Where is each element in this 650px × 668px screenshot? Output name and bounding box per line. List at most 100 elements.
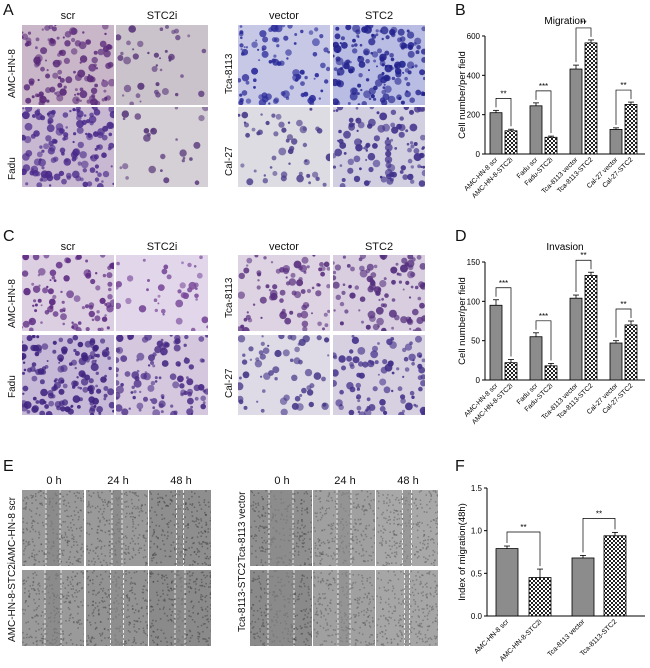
panel-e-image-tca-vector-24h: [313, 490, 375, 566]
panel-c-image-fadu-stc2i: [116, 335, 208, 415]
bar: [603, 535, 627, 617]
panel-c-image-fadu-scr: [22, 335, 114, 415]
panel-c-image-amc-scr: [22, 255, 114, 331]
panel-c-image-cal-vector: [238, 335, 330, 415]
y-axis-label: Cell number/per field: [457, 277, 468, 365]
panel-c-image-cal-stc2: [333, 335, 425, 415]
panel-e-col-0h-left: 0 h: [46, 475, 62, 487]
panel-e-image-tca-vector-0h: [250, 490, 312, 566]
bar: [569, 68, 583, 155]
panel-c-row-fadu: Fadu: [7, 375, 18, 398]
y-tick-label: 50: [471, 337, 480, 346]
panel-e-image-amc-scr-0h: [22, 490, 84, 566]
panel-a-row-fadu: Fadu: [7, 157, 18, 180]
significance-label: **: [580, 251, 586, 260]
panel-a-image-amc-stc2i: [116, 25, 208, 105]
panel-a-row-amc: AMC-HN-8: [7, 49, 18, 98]
panel-c-row-cal: Cal-27: [224, 368, 235, 398]
significance-bracket: [615, 308, 632, 338]
panel-e-col-24h-right: 24 h: [334, 475, 356, 487]
significance-label: ***: [499, 279, 508, 288]
bar: [569, 297, 583, 381]
significance-label: **: [580, 19, 586, 28]
bar: [544, 136, 558, 155]
y-tick-label: 0: [476, 150, 481, 159]
panel-e-image-amc-stc2i-0h: [22, 570, 84, 646]
panel-e-row-tca-stc2: Tca-8113-STC2: [237, 562, 248, 632]
invasion-chart: Invasion Cell number/per field 0 50 100 150 AM…: [455, 236, 650, 451]
bar: [544, 365, 558, 381]
y-tick-label: 400: [467, 71, 481, 80]
panel-e-col-0h-right: 0 h: [274, 475, 290, 487]
migration-chart: Migration Cell number/per field 0 200 400 600…: [455, 10, 650, 225]
y-tick-label: 0.0: [471, 612, 483, 621]
panel-a-image-fadu-stc2i: [116, 107, 208, 187]
significance-label: ***: [539, 82, 548, 91]
panel-c-image-tca-vector: [238, 255, 330, 331]
panel-e-image-tca-stc2-0h: [250, 570, 312, 646]
panel-e-image-amc-stc2i-24h: [86, 570, 148, 646]
panel-a-image-tca-stc2: [333, 25, 425, 105]
panel-c-col-stc2i: STC2i: [146, 241, 178, 253]
significance-label: **: [596, 509, 602, 518]
panel-label-c: C: [3, 228, 15, 245]
bar: [624, 324, 638, 381]
panel-a-image-cal-vector: [238, 107, 330, 187]
chart-title: Migration: [544, 16, 585, 27]
panel-a-image-tca-vector: [238, 25, 330, 105]
bar: [624, 104, 638, 155]
panel-c-col-stc2: STC2: [364, 241, 394, 253]
panel-e-image-tca-vector-48h: [376, 490, 438, 566]
significance-bracket: [495, 287, 512, 357]
bar: [609, 342, 623, 381]
panel-e-image-tca-stc2-24h: [313, 570, 375, 646]
significance-label: **: [620, 81, 626, 90]
significance-label: ***: [539, 312, 548, 321]
panel-c-col-vector: vector: [269, 241, 299, 253]
bar: [528, 577, 552, 617]
y-tick-label: 150: [467, 258, 481, 267]
significance-label: **: [500, 89, 506, 98]
significance-label: **: [520, 523, 526, 532]
panel-a-image-fadu-scr: [22, 107, 114, 187]
panel-c-row-amc: AMC-HN-8: [7, 279, 18, 328]
bar: [529, 336, 543, 381]
y-tick-label: 200: [467, 111, 481, 120]
panel-e-row-tca-vector: Tca-8113 vector: [237, 491, 248, 562]
significance-bracket: [575, 27, 592, 63]
panel-c-image-tca-stc2: [333, 255, 425, 331]
panel-c-col-scr: scr: [60, 241, 76, 253]
panel-e-col-24h-left: 24 h: [107, 475, 129, 487]
panel-label-e: E: [3, 458, 14, 475]
bar: [504, 130, 518, 155]
chart-title: Invasion: [546, 242, 583, 253]
bar: [504, 362, 518, 381]
bar: [489, 304, 503, 381]
panel-e-image-tca-stc2-48h: [376, 570, 438, 646]
panel-a-col-stc2: STC2: [364, 10, 394, 22]
panel-e-image-amc-scr-24h: [86, 490, 148, 566]
panel-a-col-stc2i: STC2i: [146, 10, 178, 22]
panel-e-row-amc-scr: AMC-HN-8 scr: [7, 497, 18, 562]
y-axis-label: Index of migration(48h): [457, 503, 468, 601]
bar: [529, 105, 543, 155]
panel-e-image-amc-scr-48h: [149, 490, 211, 566]
panel-a-image-amc-scr: [22, 25, 114, 105]
panel-e-image-amc-stc2i-48h: [149, 570, 211, 646]
significance-bracket: [575, 259, 592, 293]
y-tick-label: 600: [467, 32, 481, 41]
bar: [584, 274, 598, 381]
bar: [584, 42, 598, 155]
panel-label-b: B: [455, 2, 466, 19]
y-tick-label: 1.0: [471, 527, 483, 536]
panel-label-d: D: [455, 228, 467, 245]
panel-c-row-tca: Tca-8113: [224, 277, 235, 318]
panel-a-col-scr: scr: [60, 10, 76, 22]
panel-e-col-48h-left: 48 h: [170, 475, 192, 487]
panel-a-image-cal-stc2: [333, 107, 425, 187]
panel-label-a: A: [3, 2, 14, 19]
bar: [571, 557, 595, 617]
significance-bracket: [495, 97, 512, 127]
y-axis-label: Cell number/per field: [457, 51, 468, 139]
bar: [489, 112, 503, 155]
